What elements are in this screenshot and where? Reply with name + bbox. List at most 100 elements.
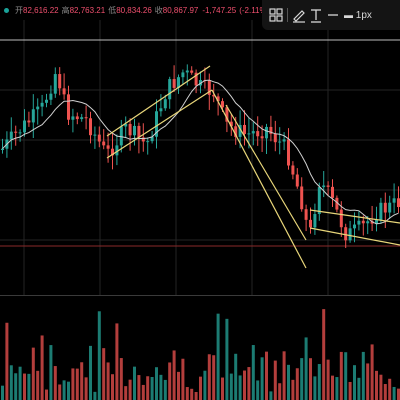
candle-body — [243, 124, 246, 134]
volume-bar — [9, 365, 13, 400]
candle-body — [102, 141, 106, 146]
candle-body — [67, 94, 70, 120]
candle-body — [344, 227, 348, 241]
candle-body — [40, 102, 44, 107]
live-indicator-icon — [4, 7, 9, 13]
trendline[interactable] — [106, 89, 213, 159]
trendline[interactable] — [309, 227, 400, 246]
candle-body — [273, 133, 277, 143]
candle-body — [375, 220, 378, 224]
volume-bar — [287, 364, 290, 400]
candle-body — [348, 228, 352, 241]
candle-body — [392, 198, 396, 203]
volume-bar — [1, 385, 4, 400]
volume-bar — [58, 384, 62, 400]
candle-body — [282, 139, 286, 142]
volume-bar — [309, 358, 312, 400]
volume-bar — [49, 345, 53, 400]
candle-body — [168, 79, 172, 100]
volume-bar — [291, 379, 295, 400]
volume-bar — [225, 318, 229, 400]
volume-bar — [392, 386, 396, 400]
trendline[interactable] — [211, 89, 307, 269]
candle-body — [295, 174, 299, 187]
volume-bar — [181, 358, 185, 400]
volume-bar — [93, 391, 97, 400]
candle-body — [36, 106, 40, 110]
candle-body — [58, 74, 62, 89]
candle-body — [331, 186, 334, 198]
candle-body — [115, 145, 119, 156]
volume-bar — [185, 387, 189, 400]
candle-body — [194, 72, 198, 86]
trendline[interactable] — [309, 209, 400, 224]
volume-bar — [163, 379, 167, 400]
volume-bars — [1, 309, 400, 400]
high-value: 82,763.21 — [69, 5, 106, 15]
volume-bar — [379, 374, 383, 400]
candle-body — [124, 123, 128, 127]
candle-body — [287, 139, 290, 166]
volume-bar — [361, 351, 365, 400]
candle-body — [172, 79, 176, 88]
drawing-select-icon[interactable] — [268, 7, 284, 23]
volume-bar — [31, 347, 35, 400]
candles — [1, 64, 400, 249]
trendline[interactable] — [106, 65, 211, 137]
volume-bar — [269, 391, 273, 400]
volume-bar — [155, 367, 158, 400]
candle-body — [265, 126, 268, 139]
volume-bar — [23, 373, 26, 400]
candle-body — [141, 137, 145, 142]
volume-bar — [146, 376, 150, 400]
text-icon[interactable] — [308, 7, 324, 23]
candle-body — [150, 136, 154, 142]
line-style-icon[interactable] — [325, 7, 341, 23]
trendline[interactable] — [225, 104, 307, 241]
volume-bar — [300, 358, 304, 400]
volume-bar — [133, 366, 136, 400]
change-value: -1,747.25 — [202, 5, 237, 15]
candlestick-chart[interactable] — [0, 0, 400, 296]
candle-body — [221, 101, 224, 108]
candle-body — [370, 221, 374, 224]
candle-body — [357, 220, 361, 225]
volume-bar — [322, 309, 326, 400]
candle-body — [251, 131, 255, 134]
stroke-width-menu[interactable]: ▬ 1px — [344, 7, 372, 24]
volume-bar — [194, 391, 198, 400]
volume-bar — [353, 365, 356, 400]
trendline-drawings[interactable] — [106, 65, 400, 269]
candle-body — [190, 70, 194, 73]
volume-bar — [339, 351, 343, 400]
candle-body — [71, 116, 75, 120]
moving-average-line — [2, 79, 399, 225]
candle-body — [269, 126, 273, 134]
volume-bar — [40, 335, 44, 400]
volume-bar — [282, 351, 286, 400]
candle-body — [137, 125, 141, 138]
volume-bar — [331, 375, 334, 400]
candle-body — [75, 116, 79, 120]
volume-bar — [45, 389, 48, 400]
volume-bar — [53, 366, 57, 400]
low-label: 低 — [108, 5, 117, 15]
volume-bar — [295, 368, 299, 400]
volume-bar — [80, 362, 84, 400]
candle-body — [247, 133, 251, 135]
volume-bar — [89, 345, 92, 400]
volume-bar — [383, 384, 387, 400]
pencil-icon[interactable] — [291, 7, 307, 23]
candle-body — [309, 219, 312, 228]
candle-body — [304, 209, 308, 220]
candle-body — [185, 70, 189, 73]
candle-body — [388, 202, 392, 213]
candle-body — [163, 99, 167, 109]
candle-body — [18, 132, 22, 134]
candle-body — [234, 126, 238, 137]
open-label: 开 — [15, 5, 23, 15]
change-percent: (-2.11%) — [239, 5, 270, 15]
candle-body — [361, 220, 365, 224]
volume-chart[interactable] — [0, 296, 400, 400]
volume-bar — [84, 377, 88, 400]
